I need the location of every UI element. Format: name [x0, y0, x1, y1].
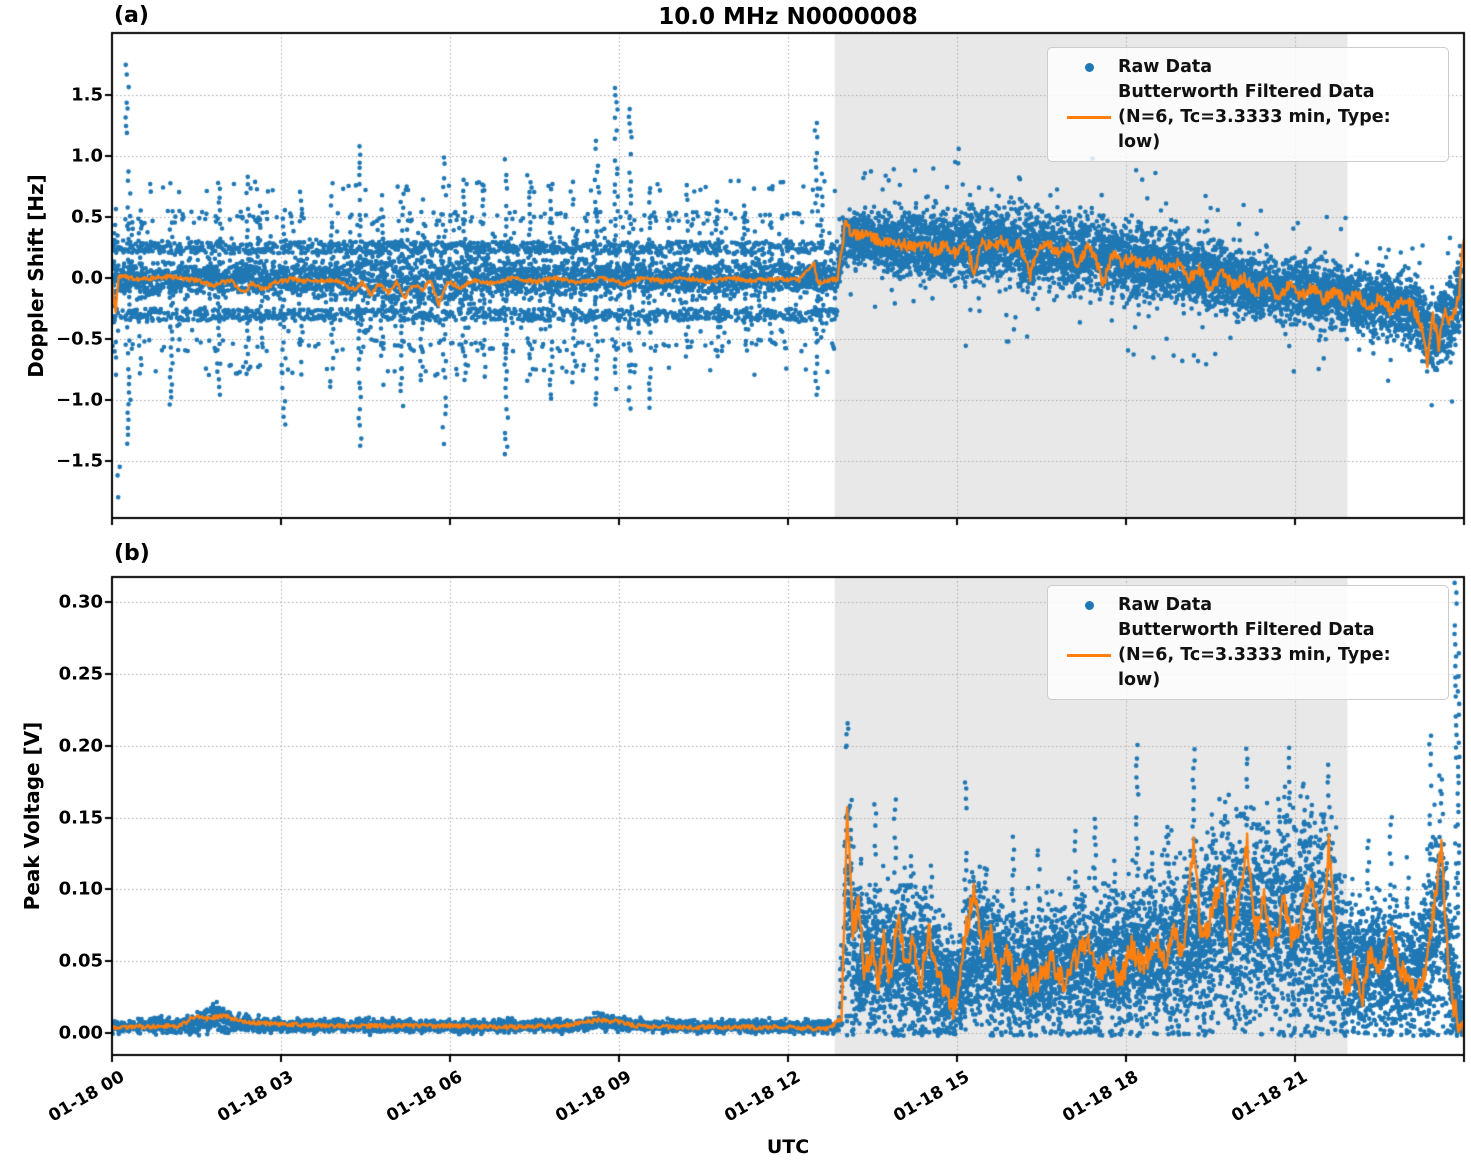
y-tick-label: 0.25	[58, 663, 103, 685]
y-tick-label: 1.0	[71, 145, 103, 167]
legend-a: Raw Data Butterworth Filtered Data (N=6,…	[1047, 47, 1449, 162]
figure-title: 10.0 MHz N0000008	[658, 4, 918, 30]
legend-b: Raw Data Butterworth Filtered Data (N=6,…	[1047, 585, 1449, 700]
y-tick-label: 0.5	[71, 206, 103, 228]
y-tick-label: 0.15	[58, 807, 103, 828]
y-tick-label: 0.0	[71, 267, 103, 289]
y-tick-label: 0.00	[58, 1022, 103, 1044]
y-tick-label: −0.5	[56, 328, 103, 350]
legend-filtered-sublabel: (N=6, Tc=3.3333 min, Type: low)	[1118, 645, 1391, 690]
legend-filtered-sublabel: (N=6, Tc=3.3333 min, Type: low)	[1118, 107, 1391, 152]
y-tick-label: 0.10	[58, 878, 103, 900]
y-tick-label: 0.20	[58, 735, 103, 757]
y-tick-label: 0.30	[58, 591, 103, 613]
y-axis-label-b: Peak Voltage [V]	[20, 721, 44, 911]
legend-filtered-label: Butterworth Filtered Data	[1118, 620, 1375, 640]
y-tick-label: −1.5	[56, 450, 103, 472]
legend-filtered-label: Butterworth Filtered Data	[1118, 82, 1375, 102]
y-tick-label: −1.0	[56, 389, 103, 411]
filtered-data-marker	[1067, 116, 1111, 119]
filtered-data-marker	[1067, 654, 1111, 657]
y-tick-label: 0.05	[58, 950, 103, 972]
y-axis-label-a: Doppler Shift [Hz]	[24, 174, 48, 378]
raw-data-marker	[1084, 63, 1094, 72]
y-tick-label: 1.5	[71, 84, 103, 106]
x-axis-label: UTC	[766, 1136, 810, 1158]
panel-a-label: (a)	[114, 3, 149, 28]
panel-b-label: (b)	[114, 541, 150, 566]
legend-raw-label: Raw Data	[1118, 595, 1213, 615]
raw-data-marker	[1084, 601, 1094, 610]
legend-raw-label: Raw Data	[1118, 57, 1213, 77]
